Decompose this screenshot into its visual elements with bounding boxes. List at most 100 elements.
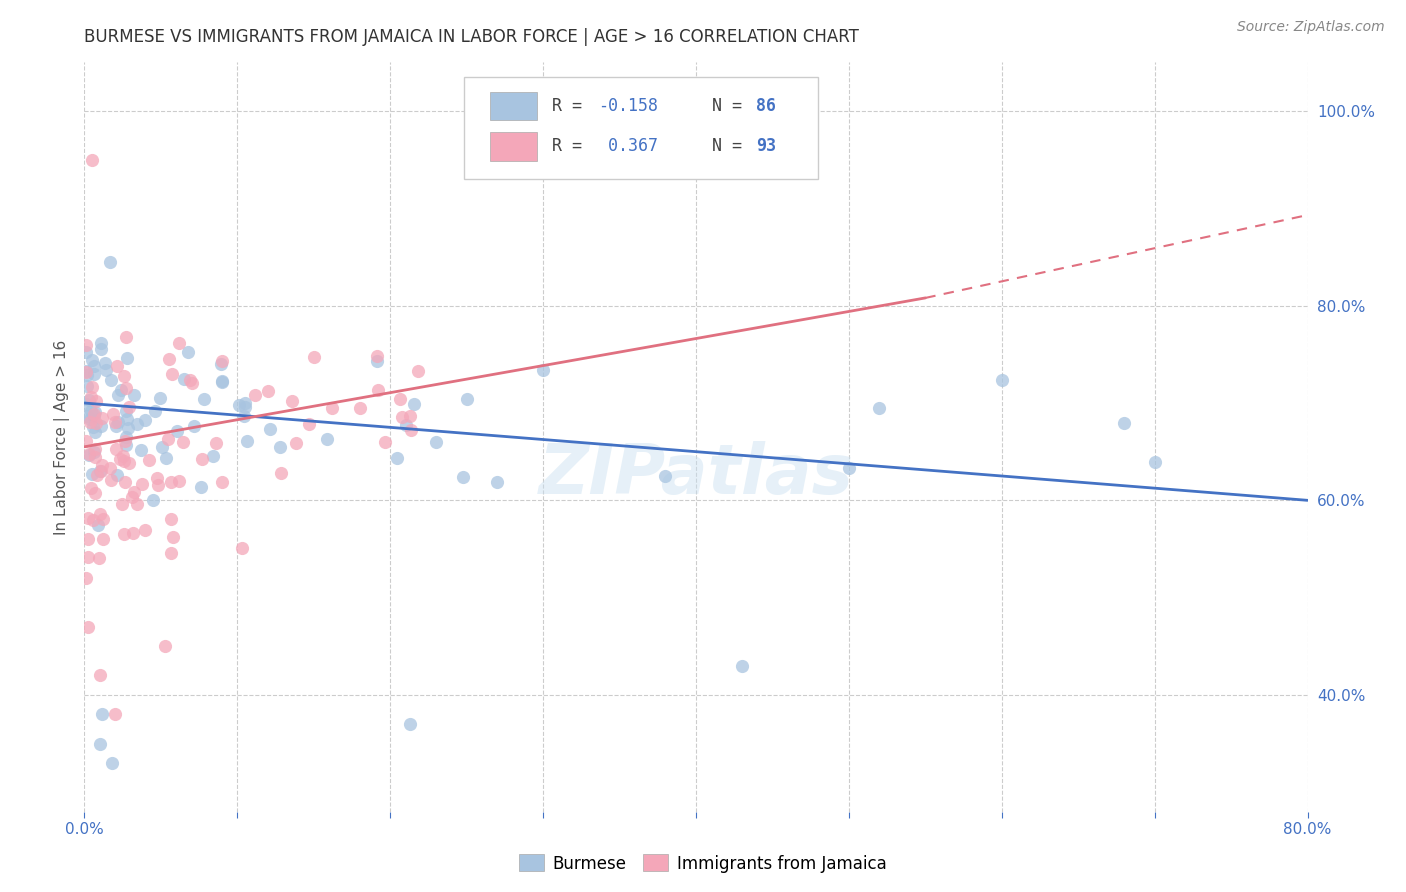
Point xyxy=(101,756,124,770)
Point xyxy=(77,447,100,461)
Point xyxy=(152,440,174,454)
Point xyxy=(231,541,253,555)
Point xyxy=(160,546,183,560)
Point xyxy=(134,523,156,537)
Point xyxy=(233,396,256,410)
Point xyxy=(114,381,136,395)
Point xyxy=(77,448,100,462)
Point xyxy=(98,254,121,268)
Point xyxy=(209,357,232,371)
Text: Source: ZipAtlas.com: Source: ZipAtlas.com xyxy=(1237,20,1385,34)
Point xyxy=(89,668,111,682)
Point xyxy=(391,409,413,424)
Point xyxy=(80,404,103,418)
Point xyxy=(122,525,145,540)
Point xyxy=(160,512,183,526)
Point xyxy=(108,451,131,466)
Point xyxy=(127,417,149,431)
Point xyxy=(94,356,117,370)
Point xyxy=(75,338,97,352)
Point xyxy=(105,442,128,456)
Point xyxy=(111,449,134,463)
Point xyxy=(82,353,104,368)
Text: -0.158: -0.158 xyxy=(598,97,658,115)
Point xyxy=(367,383,389,397)
Point xyxy=(838,461,860,475)
Point xyxy=(105,359,128,373)
FancyBboxPatch shape xyxy=(464,78,818,178)
Point xyxy=(298,417,321,432)
Point xyxy=(211,475,233,489)
Point xyxy=(654,469,676,483)
Point xyxy=(259,422,281,436)
Text: 0.367: 0.367 xyxy=(598,137,658,155)
Point xyxy=(202,449,225,463)
Point xyxy=(129,443,152,458)
Point xyxy=(115,404,138,418)
Point xyxy=(125,497,148,511)
Point xyxy=(173,372,195,386)
Point xyxy=(155,450,177,465)
Point xyxy=(869,401,891,415)
Point xyxy=(77,549,100,564)
Point xyxy=(114,475,136,489)
Point xyxy=(269,440,291,454)
Point xyxy=(176,344,198,359)
Point xyxy=(425,434,447,449)
Point xyxy=(83,445,105,459)
Point xyxy=(406,364,429,378)
Point xyxy=(93,532,115,546)
Point xyxy=(193,392,215,406)
FancyBboxPatch shape xyxy=(491,132,537,161)
Point xyxy=(456,392,478,406)
Point xyxy=(89,737,111,751)
Point xyxy=(112,453,135,467)
Point xyxy=(366,354,388,368)
Point xyxy=(204,436,226,450)
Point xyxy=(160,367,183,381)
Text: R =: R = xyxy=(551,97,592,115)
Point xyxy=(114,437,136,451)
Legend: Burmese, Immigrants from Jamaica: Burmese, Immigrants from Jamaica xyxy=(513,847,893,880)
Point xyxy=(131,477,153,491)
Point xyxy=(77,532,100,546)
Point xyxy=(114,368,136,383)
Point xyxy=(76,396,98,410)
Point xyxy=(111,497,134,511)
Point xyxy=(122,484,145,499)
Point xyxy=(84,405,107,419)
Point xyxy=(211,374,233,388)
Point xyxy=(90,342,112,356)
Point xyxy=(84,450,107,464)
Point xyxy=(76,511,98,525)
Point xyxy=(451,470,474,484)
Point xyxy=(118,400,141,414)
Point xyxy=(991,373,1014,387)
Point xyxy=(191,452,214,467)
Point xyxy=(531,363,554,377)
Point xyxy=(179,373,201,387)
Point xyxy=(91,707,114,722)
Point xyxy=(1114,416,1136,430)
Point xyxy=(118,456,141,470)
Point xyxy=(89,551,111,566)
Point xyxy=(82,467,104,482)
Point xyxy=(89,508,111,522)
Point xyxy=(395,417,418,432)
Point xyxy=(90,464,112,478)
Point xyxy=(75,434,97,449)
Point xyxy=(104,707,127,722)
Point xyxy=(172,434,194,449)
Text: R =: R = xyxy=(551,137,592,155)
Point xyxy=(190,480,212,494)
Point xyxy=(94,363,117,377)
Point xyxy=(115,430,138,444)
Point xyxy=(115,351,138,366)
Point xyxy=(315,432,337,446)
Point xyxy=(90,336,112,351)
Point xyxy=(156,432,179,446)
Point xyxy=(75,365,97,379)
Point xyxy=(1143,455,1166,469)
Point xyxy=(100,473,122,487)
Point xyxy=(134,413,156,427)
